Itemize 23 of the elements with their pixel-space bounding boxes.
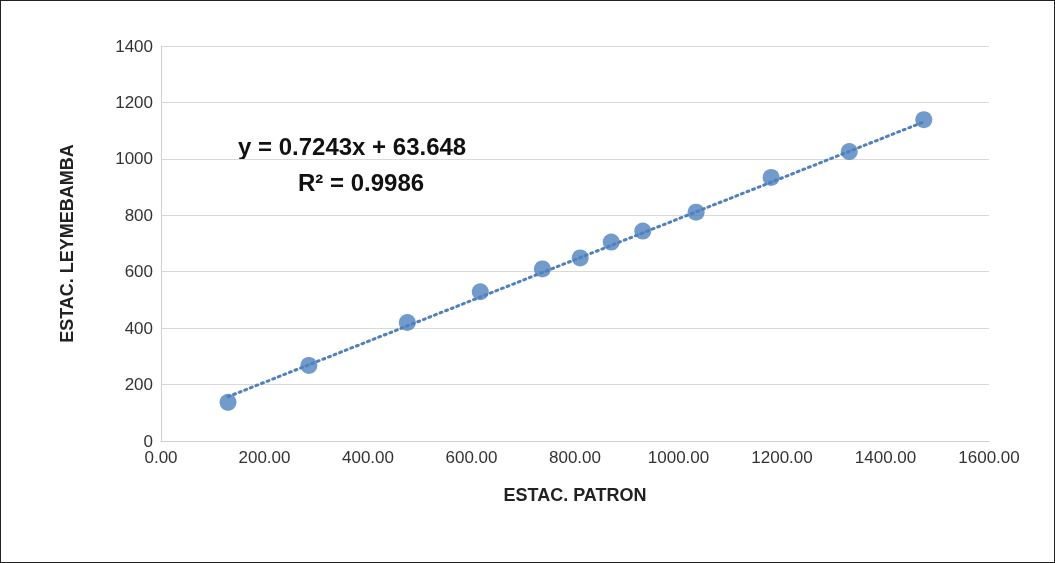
- y-tick-label: 0: [143, 431, 153, 451]
- annotation: y = 0.7243x + 63.648: [238, 132, 467, 160]
- y-tick-label: 1200: [115, 92, 153, 112]
- annotation: R² = 0.9986: [298, 168, 425, 196]
- x-tick-label: 1000.00: [647, 448, 710, 467]
- y-tick-label: 200: [124, 375, 153, 395]
- x-tick-label: 1200.00: [751, 448, 813, 467]
- x-tick-label: 400.00: [342, 448, 394, 467]
- y-tick-label: 1400: [115, 36, 153, 56]
- x-tick-label: 0.00: [144, 448, 178, 467]
- y-tick-label: 800: [124, 205, 153, 225]
- y-axis-title: ESTAC. LEYMEBAMBA: [57, 144, 77, 343]
- y-tick-label: 400: [124, 318, 153, 338]
- y-tick-label: 600: [124, 262, 153, 282]
- x-tick-label: 600.00: [445, 448, 498, 467]
- x-tick-label: 800.00: [549, 448, 601, 467]
- x-tick-label: 1600.00: [958, 448, 1020, 467]
- point: [219, 393, 237, 411]
- point: [915, 111, 933, 129]
- x-tick-label: 200.00: [238, 448, 291, 467]
- x-axis-title: ESTAC. PATRON: [503, 485, 647, 505]
- y-tick-label: 1000: [115, 149, 153, 169]
- x-tick-label: 1400.00: [854, 448, 917, 467]
